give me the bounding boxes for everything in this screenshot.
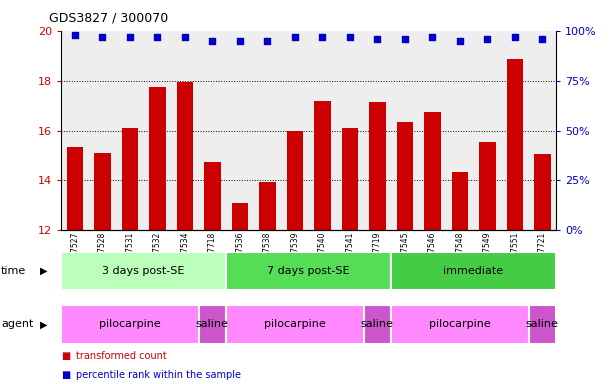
Text: 3 days post-SE: 3 days post-SE [103,266,185,276]
Point [263,38,273,44]
Bar [122,128,138,230]
Bar [226,252,391,290]
Point [180,34,189,40]
Point [318,34,327,40]
Point [98,34,108,40]
Point [482,36,492,42]
Text: ▶: ▶ [40,319,47,329]
Bar [364,305,391,344]
Text: immediate: immediate [444,266,503,276]
Bar [479,142,496,230]
Text: saline: saline [526,319,558,329]
Point [345,34,354,40]
Point [400,36,409,42]
Bar [452,172,468,230]
Text: transformed count: transformed count [76,351,167,361]
Text: pilocarpine: pilocarpine [99,319,161,329]
Point [290,34,300,40]
Bar [529,305,556,344]
Bar [287,131,303,230]
Bar [61,305,199,344]
Bar [149,87,166,230]
Bar [391,305,529,344]
Bar [226,305,364,344]
Point [510,34,519,40]
Bar [391,252,556,290]
Point [373,36,382,42]
Bar [342,128,358,230]
Point [153,34,163,40]
Point [125,34,134,40]
Bar [369,102,386,230]
Bar [314,101,331,230]
Point [538,36,547,42]
Bar [199,305,226,344]
Point [207,38,218,44]
Bar [259,182,276,230]
Text: percentile rank within the sample: percentile rank within the sample [76,370,241,380]
Bar [94,153,111,230]
Text: 7 days post-SE: 7 days post-SE [267,266,350,276]
Bar [61,252,226,290]
Point [455,38,464,44]
Text: saline: saline [361,319,393,329]
Text: GDS3827 / 300070: GDS3827 / 300070 [49,12,168,25]
Text: ▶: ▶ [40,266,47,276]
Text: saline: saline [196,319,229,329]
Bar [397,122,413,230]
Bar [204,162,221,230]
Bar [177,82,193,230]
Bar [534,154,551,230]
Text: ■: ■ [61,370,70,380]
Point [235,38,244,44]
Bar [424,112,441,230]
Text: agent: agent [1,319,34,329]
Bar [67,147,83,230]
Point [427,34,437,40]
Bar [507,60,523,230]
Text: pilocarpine: pilocarpine [264,319,326,329]
Point [70,31,79,38]
Text: pilocarpine: pilocarpine [429,319,491,329]
Text: ■: ■ [61,351,70,361]
Bar [232,203,248,230]
Text: time: time [1,266,26,276]
